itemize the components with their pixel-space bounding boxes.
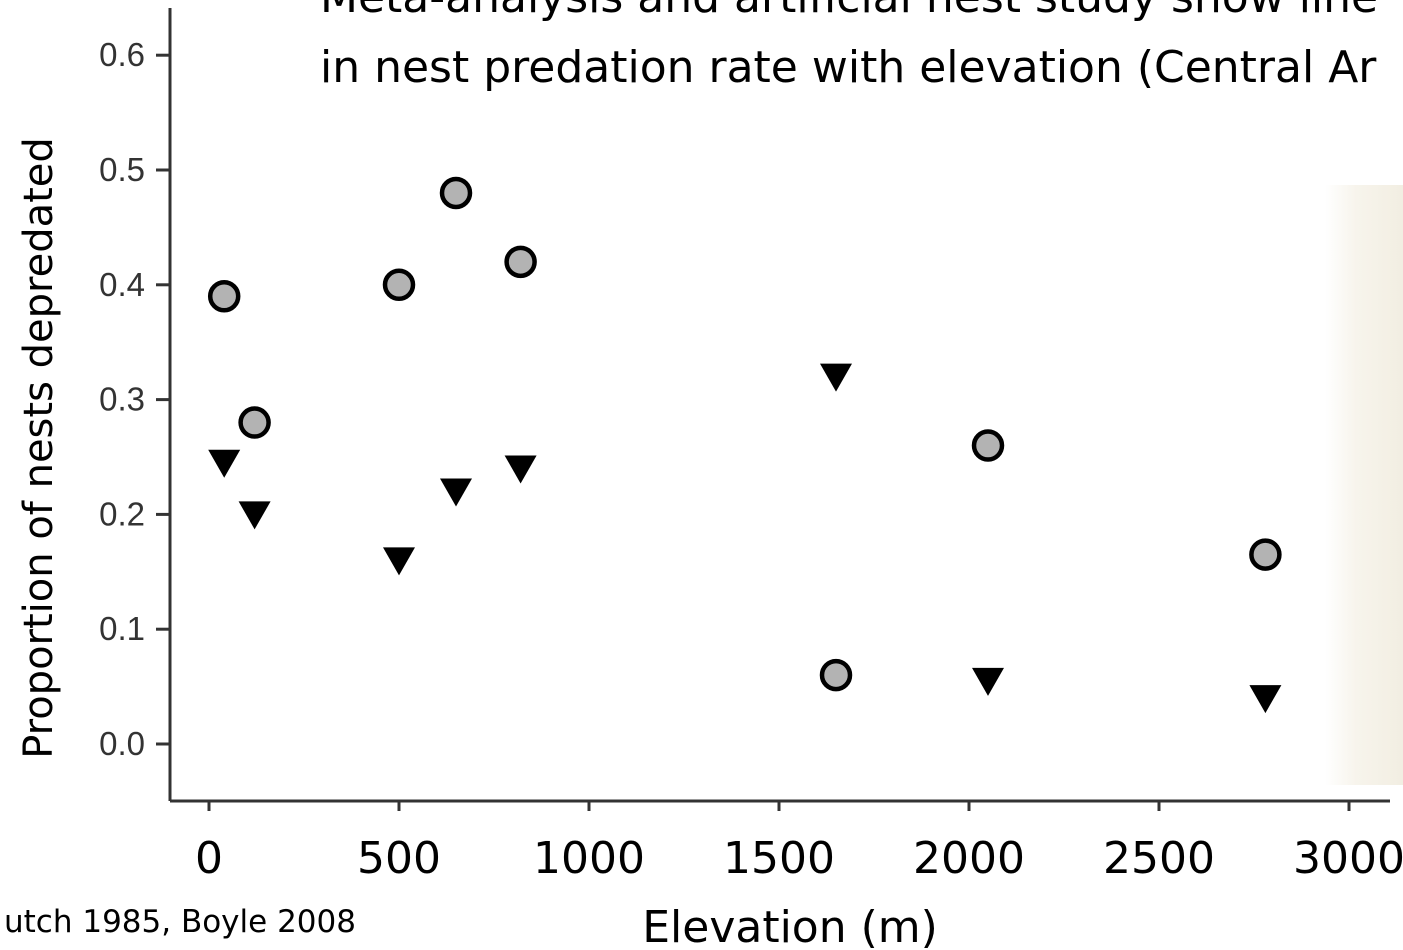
y-axis-label: Proportion of nests depredated: [16, 137, 62, 759]
x-tick-label: 1000: [533, 833, 645, 884]
triangle-point: [1249, 685, 1282, 714]
y-axis-ticks: 0.0 0.1 0.2 0.3 0.4 0.5 0.6: [99, 36, 170, 762]
x-axis-ticks: 0 500 1000 1500 2000 2500 3000: [195, 801, 1403, 884]
x-tick-label: 3000: [1293, 833, 1403, 884]
y-tick-label: 0.3: [99, 381, 145, 418]
triangle-point: [383, 547, 415, 576]
x-tick-label: 2500: [1103, 833, 1215, 884]
citation: utch 1985, Boyle 2008: [4, 904, 356, 940]
circle-point: [439, 176, 473, 210]
x-tick-label: 2000: [913, 833, 1025, 884]
axes: [168, 8, 1390, 803]
circle-point: [238, 406, 271, 439]
y-tick-label: 0.1: [99, 610, 145, 647]
slide-title-line-2: in nest predation rate with elevation (C…: [320, 42, 1377, 93]
paper-background: [1325, 185, 1403, 785]
circle-point: [819, 658, 853, 692]
circle-point: [382, 268, 416, 302]
y-tick-label: 0.6: [99, 36, 145, 73]
y-tick-label: 0.0: [99, 725, 145, 762]
triangle-point: [504, 455, 537, 484]
slide-title-line-1: Meta-analysis and artificial nest study …: [320, 0, 1378, 23]
data-points: [207, 176, 1282, 714]
circle-point: [504, 245, 537, 279]
circle-point: [971, 429, 1005, 462]
triangle-point: [208, 449, 241, 478]
y-tick-label: 0.4: [99, 266, 145, 303]
y-tick-label: 0.5: [99, 151, 145, 188]
circle-point: [207, 280, 241, 313]
y-tick-label: 0.2: [99, 495, 145, 532]
triangle-point: [440, 478, 472, 507]
x-tick-label: 0: [195, 833, 223, 884]
circle-point: [1249, 538, 1282, 571]
triangle-point: [238, 501, 271, 530]
x-tick-label: 1500: [723, 833, 835, 884]
x-axis-label: Elevation (m): [642, 902, 938, 950]
triangle-point: [972, 667, 1004, 696]
x-tick-label: 500: [357, 833, 441, 884]
triangle-point: [820, 363, 852, 392]
